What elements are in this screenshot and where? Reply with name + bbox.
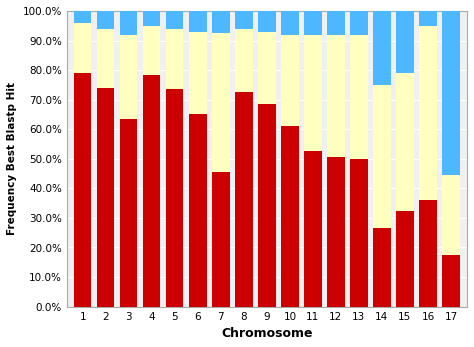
Bar (235, 11, 253, 29)
Bar (442, 255, 460, 307)
Bar (143, 26, 161, 75)
Bar (350, 11, 367, 35)
X-axis label: Chromosome: Chromosome (221, 327, 313, 340)
Bar (374, 228, 391, 307)
Bar (327, 35, 345, 157)
Bar (166, 29, 183, 89)
Bar (258, 104, 275, 307)
Bar (143, 75, 161, 307)
Bar (350, 35, 367, 159)
Bar (396, 73, 413, 211)
Bar (189, 11, 207, 32)
Bar (281, 35, 299, 126)
Bar (189, 32, 207, 115)
Bar (97, 29, 115, 88)
Bar (74, 11, 91, 23)
Bar (97, 11, 115, 29)
Bar (120, 119, 137, 307)
Bar (419, 200, 437, 307)
Bar (396, 211, 413, 307)
Bar (212, 33, 229, 172)
Bar (212, 172, 229, 307)
Bar (304, 11, 321, 35)
Bar (235, 92, 253, 307)
Bar (74, 23, 91, 73)
Bar (350, 159, 367, 307)
Bar (396, 11, 413, 73)
Bar (442, 175, 460, 255)
Bar (304, 151, 321, 307)
Bar (419, 26, 437, 200)
Bar (442, 11, 460, 175)
Bar (143, 11, 161, 26)
Bar (419, 11, 437, 26)
Bar (258, 11, 275, 32)
Bar (120, 11, 137, 35)
Bar (189, 115, 207, 307)
Bar (258, 32, 275, 104)
Bar (304, 35, 321, 151)
Bar (166, 89, 183, 307)
Bar (327, 157, 345, 307)
Bar (74, 73, 91, 307)
Bar (120, 35, 137, 119)
Bar (235, 29, 253, 92)
Bar (281, 126, 299, 307)
Bar (166, 11, 183, 29)
Bar (212, 11, 229, 33)
Y-axis label: Frequency Best Blastp Hit: Frequency Best Blastp Hit (7, 82, 17, 235)
Bar (374, 11, 391, 85)
Bar (374, 85, 391, 228)
Bar (97, 88, 115, 307)
Bar (281, 11, 299, 35)
Bar (327, 11, 345, 35)
